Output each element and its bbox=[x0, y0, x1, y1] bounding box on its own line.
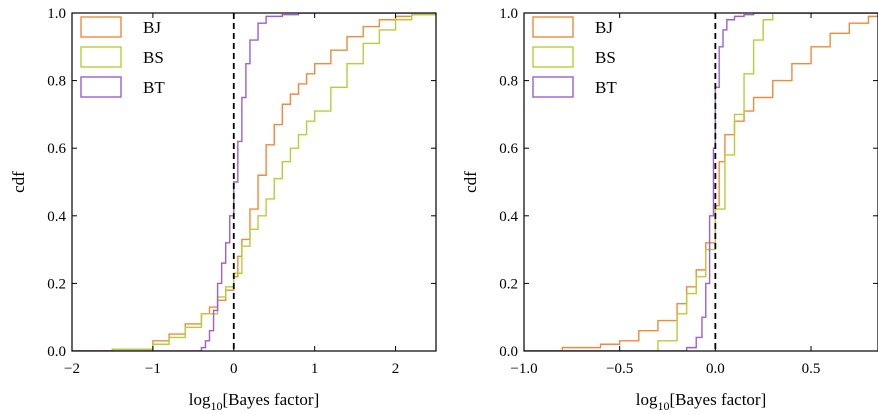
legend-swatch-bj bbox=[532, 16, 574, 38]
legend-label-bs: BS bbox=[595, 48, 616, 67]
plot-frame bbox=[71, 12, 437, 352]
series-line-bs bbox=[524, 13, 878, 351]
y-tick-label: 0.6 bbox=[499, 141, 518, 157]
x-tick-label: 0 bbox=[230, 361, 238, 377]
x-tick-label: −2 bbox=[64, 361, 80, 377]
y-axis-label: cdf bbox=[461, 171, 480, 193]
legend-label-bt: BT bbox=[143, 78, 165, 97]
x-tick-label: −1 bbox=[145, 361, 161, 377]
legend-swatch-bt bbox=[80, 76, 122, 98]
series-line-bt bbox=[72, 13, 436, 351]
y-tick-label: 0.2 bbox=[499, 276, 518, 292]
x-tick-label: 0.0 bbox=[706, 361, 725, 377]
series-line-bj bbox=[72, 13, 436, 351]
x-tick-label: −1.0 bbox=[510, 361, 537, 377]
legend-label-bj: BJ bbox=[595, 18, 613, 37]
x-axis-label: log10[Bayes factor] bbox=[636, 390, 767, 413]
y-tick-label: 1.0 bbox=[499, 6, 518, 22]
y-tick-label: 0.8 bbox=[47, 74, 66, 90]
y-axis-label: cdf bbox=[9, 171, 28, 193]
series-line-bt bbox=[524, 13, 878, 351]
legend-swatch-bs bbox=[80, 46, 122, 68]
y-tick-label: 0.2 bbox=[47, 276, 66, 292]
x-tick-label: −0.5 bbox=[606, 361, 633, 377]
x-tick-label: 2 bbox=[392, 361, 400, 377]
series-line-bj bbox=[524, 13, 878, 351]
y-tick-label: 0.6 bbox=[47, 141, 66, 157]
x-axis-label: log10[Bayes factor] bbox=[189, 390, 320, 413]
legend-label-bs: BS bbox=[143, 48, 164, 67]
chart-panel-2: −1.0 −0.5 0.0 0.5 0.0 0.2 0.4 0.6 0.8 1.0 log10[Ba… bbox=[461, 6, 878, 413]
legend-swatch-bt bbox=[532, 76, 574, 98]
y-tick-label: 0.4 bbox=[499, 209, 518, 225]
y-tick-label: 0.8 bbox=[499, 74, 518, 90]
y-tick-label: 0.0 bbox=[499, 344, 518, 360]
legend-label-bj: BJ bbox=[143, 18, 161, 37]
legend-label-bt: BT bbox=[595, 78, 617, 97]
series-line-bs bbox=[72, 13, 436, 351]
x-tick-label: 0.5 bbox=[802, 361, 821, 377]
chart-panel-1: −2 −1 0 1 2 0.0 0.2 0.4 0.6 0.8 1.0 log10[Bayes fac… bbox=[9, 6, 437, 413]
y-tick-label: 1.0 bbox=[47, 6, 66, 22]
y-tick-label: 0.4 bbox=[47, 209, 66, 225]
y-tick-label: 0.0 bbox=[47, 344, 66, 360]
legend-swatch-bj bbox=[80, 16, 122, 38]
x-tick-label: 1 bbox=[311, 361, 319, 377]
plot-frame bbox=[523, 12, 878, 352]
legend-swatch-bs bbox=[532, 46, 574, 68]
